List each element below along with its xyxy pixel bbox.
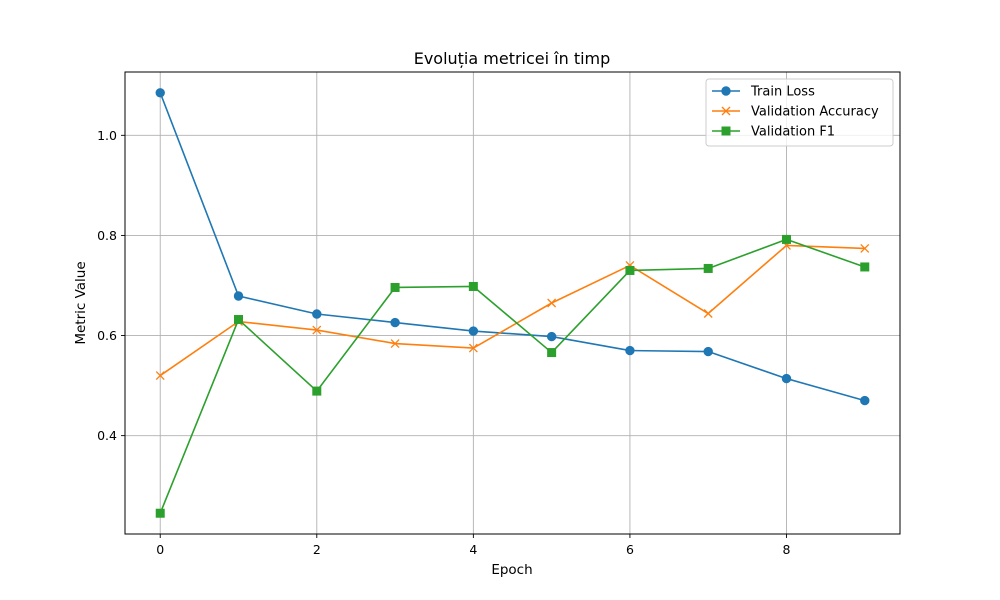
x-tick-label: 2 — [313, 542, 321, 557]
y-axis-label: Metric Value — [73, 261, 89, 344]
train-loss-line — [159, 92, 865, 402]
train-loss-point — [233, 291, 244, 301]
validation-f1-series — [155, 234, 870, 518]
legend-validation-f1-point — [721, 126, 731, 136]
validation-f1-point — [234, 315, 244, 325]
validation-f1-point — [625, 265, 635, 275]
train-loss-point — [312, 309, 322, 319]
y-tick-label: 0.6 — [97, 328, 117, 343]
validation-f1-point — [468, 281, 478, 291]
validation-accuracy-point — [547, 298, 557, 308]
legend-label: Validation Accuracy — [751, 105, 879, 120]
validation-accuracy-point — [390, 339, 400, 349]
legend-train-loss-point — [721, 86, 731, 96]
x-tick-label: 0 — [156, 542, 164, 557]
legend-validation-accuracy-point — [721, 106, 731, 116]
legend-label: Validation F1 — [751, 125, 835, 140]
validation-accuracy-point — [468, 343, 478, 353]
legend-entry-train-loss: Train Loss — [712, 85, 815, 100]
validation-accuracy-point — [155, 371, 165, 381]
train-loss-point — [703, 346, 713, 357]
plot-frame — [124, 71, 901, 535]
y-tick-label: 0.8 — [97, 228, 117, 243]
validation-accuracy-point — [703, 309, 713, 318]
series-layer — [155, 88, 870, 518]
validation-f1-point — [155, 508, 165, 518]
train-loss-point — [625, 345, 635, 356]
validation-f1-point — [781, 234, 791, 244]
validation-f1-point — [703, 263, 713, 273]
y-tick-label: 1.0 — [97, 128, 117, 143]
validation-accuracy-line — [159, 244, 865, 377]
train-loss-series — [155, 88, 870, 406]
validation-accuracy-point — [312, 325, 322, 335]
ticks: 0 2 4 6 8 0.4 0.6 0.8 1.0 — [97, 128, 790, 557]
train-loss-point — [390, 317, 400, 328]
train-loss-point — [860, 395, 870, 406]
validation-f1-point — [860, 262, 870, 272]
train-loss-point — [546, 331, 557, 342]
validation-f1-point — [390, 282, 400, 292]
validation-f1-point — [547, 348, 557, 358]
legend-entry-validation-f1: Validation F1 — [712, 125, 835, 140]
x-tick-label: 4 — [469, 542, 477, 557]
validation-accuracy-point — [860, 243, 870, 253]
chart-title: Evoluția metricei în timp — [414, 49, 611, 68]
legend-label: Train Loss — [750, 85, 815, 100]
legend-box — [705, 78, 894, 147]
train-loss-point — [468, 326, 479, 336]
x-axis-label: Epoch — [491, 562, 532, 578]
train-loss-point — [781, 373, 792, 384]
legend-entry-validation-accuracy: Validation Accuracy — [712, 105, 879, 120]
validation-f1-point — [312, 386, 322, 396]
y-tick-label: 0.4 — [97, 428, 117, 443]
legend: Train Loss Validation Accuracy Validation … — [705, 78, 894, 147]
train-loss-point — [155, 88, 165, 98]
x-tick-label: 6 — [626, 542, 634, 557]
x-tick-label: 8 — [783, 542, 791, 557]
validation-f1-line — [159, 238, 866, 514]
